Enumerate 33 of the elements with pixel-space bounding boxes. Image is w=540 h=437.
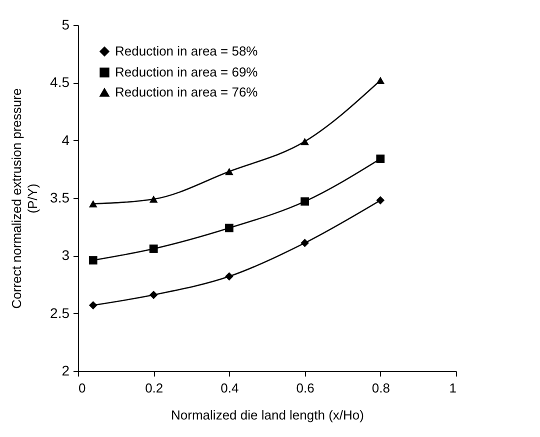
point [88, 200, 98, 208]
point [300, 138, 309, 146]
x-tick-label: 0.8 [372, 380, 390, 396]
point [88, 256, 98, 264]
y-tick-label: 2 [62, 362, 70, 378]
x-tick-label: 0.4 [220, 380, 239, 396]
y-tick-label: 4.5 [50, 74, 70, 90]
point [149, 290, 158, 300]
legend-label: Reduction in area = 58% [115, 44, 258, 58]
x-tick-label: 0.2 [145, 380, 164, 396]
point [300, 197, 309, 206]
point [225, 272, 234, 281]
legend-label: Reduction in area = 69% [115, 64, 258, 80]
y-tick-label: 4 [62, 132, 70, 148]
point [225, 168, 234, 176]
point [149, 196, 158, 203]
x-tick-label: 0.6 [296, 380, 314, 396]
point [300, 238, 309, 248]
point [149, 244, 158, 253]
point [376, 76, 385, 84]
point [225, 224, 234, 232]
y-tick-label: 5 [62, 16, 70, 32]
x-tick-label: 1 [449, 380, 456, 396]
point [88, 301, 98, 310]
point [376, 196, 385, 204]
y-tick-label: 3.5 [50, 190, 70, 206]
legend-label: Reduction in area = 76% [115, 84, 258, 100]
x-tick-label: 0 [78, 380, 86, 396]
x-axis-title: Normalized die land length (x/Ho) [171, 408, 364, 422]
y-tick-label: 2.5 [50, 304, 70, 321]
y-tick-label: 3 [62, 247, 70, 264]
point [376, 154, 385, 163]
y-axis-title: Correct normalized extrusion pressure (P/Y) [9, 88, 40, 309]
